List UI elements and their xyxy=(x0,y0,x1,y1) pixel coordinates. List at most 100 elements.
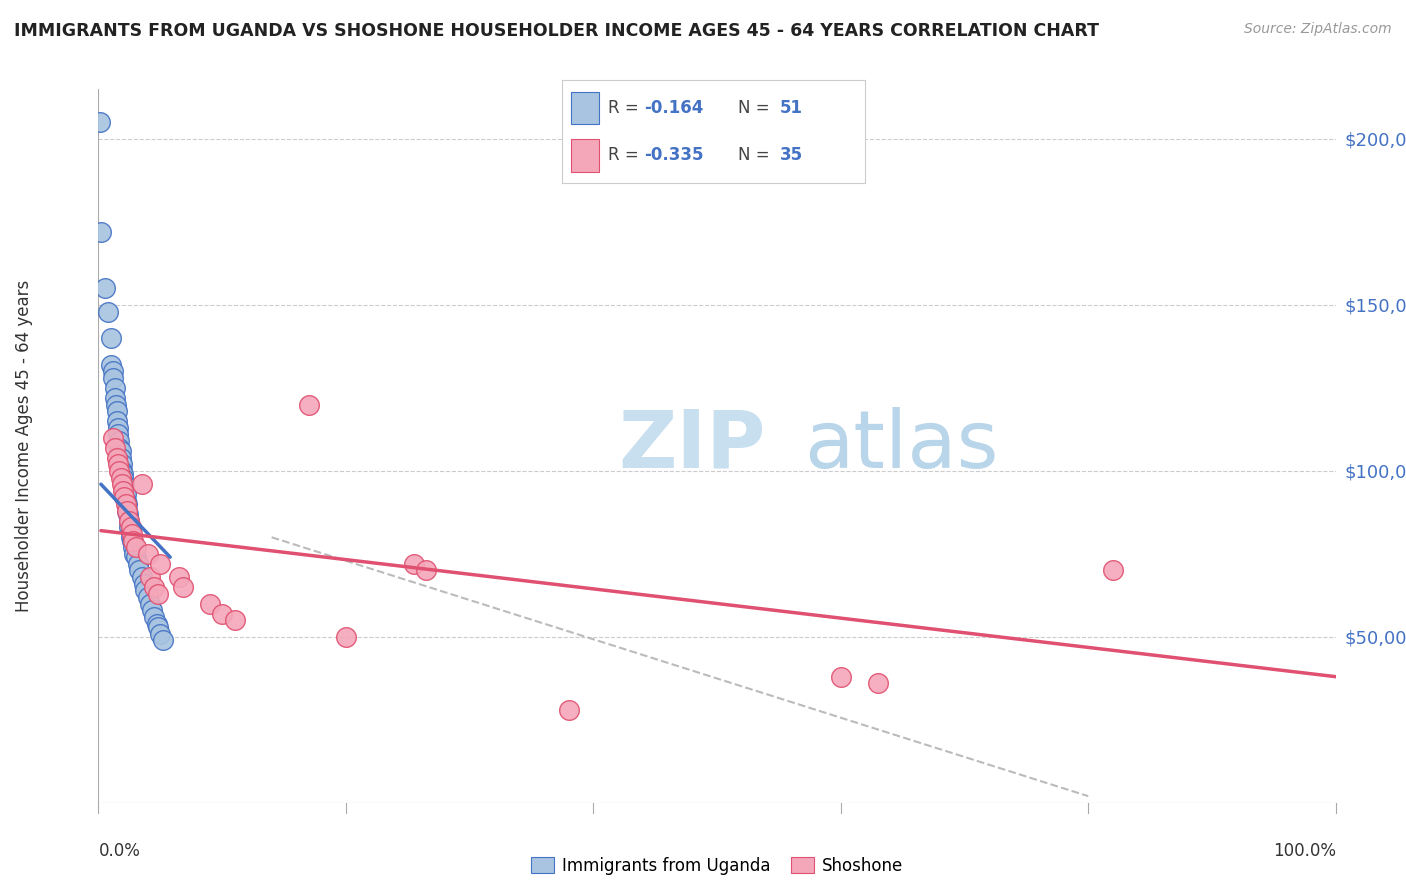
Point xyxy=(107,457,129,471)
Text: -0.164: -0.164 xyxy=(644,99,703,117)
Point xyxy=(103,431,125,445)
Point xyxy=(557,703,579,717)
Point xyxy=(112,483,135,498)
Point xyxy=(114,487,136,501)
Point xyxy=(100,358,122,372)
Point xyxy=(110,444,132,458)
Point xyxy=(114,493,136,508)
Point xyxy=(105,414,128,428)
Point xyxy=(89,115,111,129)
Legend: Immigrants from Uganda, Shoshone: Immigrants from Uganda, Shoshone xyxy=(526,852,908,880)
Text: N =: N = xyxy=(738,146,775,164)
Point xyxy=(110,450,132,465)
Point xyxy=(103,381,125,395)
Text: Source: ZipAtlas.com: Source: ZipAtlas.com xyxy=(1244,22,1392,37)
Point xyxy=(866,676,889,690)
Point xyxy=(167,570,190,584)
Point xyxy=(128,564,150,578)
Point xyxy=(117,507,139,521)
Point xyxy=(112,470,135,484)
Point xyxy=(115,504,138,518)
Point xyxy=(224,613,246,627)
Text: 0.0%: 0.0% xyxy=(98,842,141,860)
Point xyxy=(122,533,145,548)
Point xyxy=(108,434,131,448)
Text: -0.335: -0.335 xyxy=(644,146,703,164)
Point xyxy=(298,397,321,411)
Point xyxy=(172,580,194,594)
Point xyxy=(105,450,128,465)
Point xyxy=(198,597,221,611)
Point xyxy=(139,570,162,584)
Point xyxy=(146,587,169,601)
Point xyxy=(141,603,163,617)
Point xyxy=(103,371,125,385)
Point xyxy=(112,491,135,505)
Point xyxy=(104,397,127,411)
Point xyxy=(114,497,136,511)
Point xyxy=(108,441,131,455)
Point xyxy=(152,633,174,648)
Point xyxy=(115,504,138,518)
Point xyxy=(107,427,129,442)
Text: N =: N = xyxy=(738,99,775,117)
Point xyxy=(103,441,125,455)
Point xyxy=(120,530,142,544)
Point xyxy=(111,477,134,491)
Text: 35: 35 xyxy=(780,146,803,164)
Point xyxy=(122,540,145,554)
Point xyxy=(112,467,135,482)
Point xyxy=(134,583,156,598)
Point xyxy=(97,304,120,318)
Point xyxy=(127,557,149,571)
Text: Householder Income Ages 45 - 64 years: Householder Income Ages 45 - 64 years xyxy=(15,280,34,612)
Point xyxy=(111,457,134,471)
Point xyxy=(118,514,141,528)
Text: R =: R = xyxy=(607,146,644,164)
Point xyxy=(143,580,166,594)
Point xyxy=(149,626,172,640)
Point xyxy=(145,616,167,631)
Text: 100.0%: 100.0% xyxy=(1272,842,1336,860)
Point xyxy=(108,464,131,478)
Point xyxy=(830,670,852,684)
Text: 51: 51 xyxy=(780,99,803,117)
Point xyxy=(146,620,169,634)
Point xyxy=(415,564,437,578)
Point xyxy=(107,421,129,435)
Point xyxy=(120,520,142,534)
Point xyxy=(1102,564,1125,578)
Point xyxy=(124,540,146,554)
Point xyxy=(211,607,233,621)
Point xyxy=(110,470,132,484)
Text: IMMIGRANTS FROM UGANDA VS SHOSHONE HOUSEHOLDER INCOME AGES 45 - 64 YEARS CORRELA: IMMIGRANTS FROM UGANDA VS SHOSHONE HOUSE… xyxy=(14,22,1099,40)
Point xyxy=(149,557,172,571)
Point xyxy=(103,391,125,405)
FancyBboxPatch shape xyxy=(571,139,599,171)
Point xyxy=(335,630,357,644)
Point xyxy=(124,550,146,565)
Text: ZIP: ZIP xyxy=(619,407,765,485)
Point xyxy=(118,514,141,528)
Point xyxy=(131,477,153,491)
Text: atlas: atlas xyxy=(804,407,998,485)
Point xyxy=(118,520,141,534)
Point xyxy=(111,464,134,478)
Point xyxy=(90,225,112,239)
Point xyxy=(136,590,159,604)
Point xyxy=(402,557,425,571)
Point xyxy=(139,597,162,611)
Point xyxy=(103,364,125,378)
Point xyxy=(100,331,122,345)
Point xyxy=(112,483,135,498)
Point xyxy=(124,547,146,561)
Text: R =: R = xyxy=(607,99,644,117)
Point xyxy=(115,497,138,511)
Point xyxy=(134,576,156,591)
Point xyxy=(136,547,159,561)
Point xyxy=(112,477,135,491)
Point xyxy=(131,570,153,584)
FancyBboxPatch shape xyxy=(571,92,599,124)
Point xyxy=(121,527,143,541)
Point xyxy=(105,404,128,418)
